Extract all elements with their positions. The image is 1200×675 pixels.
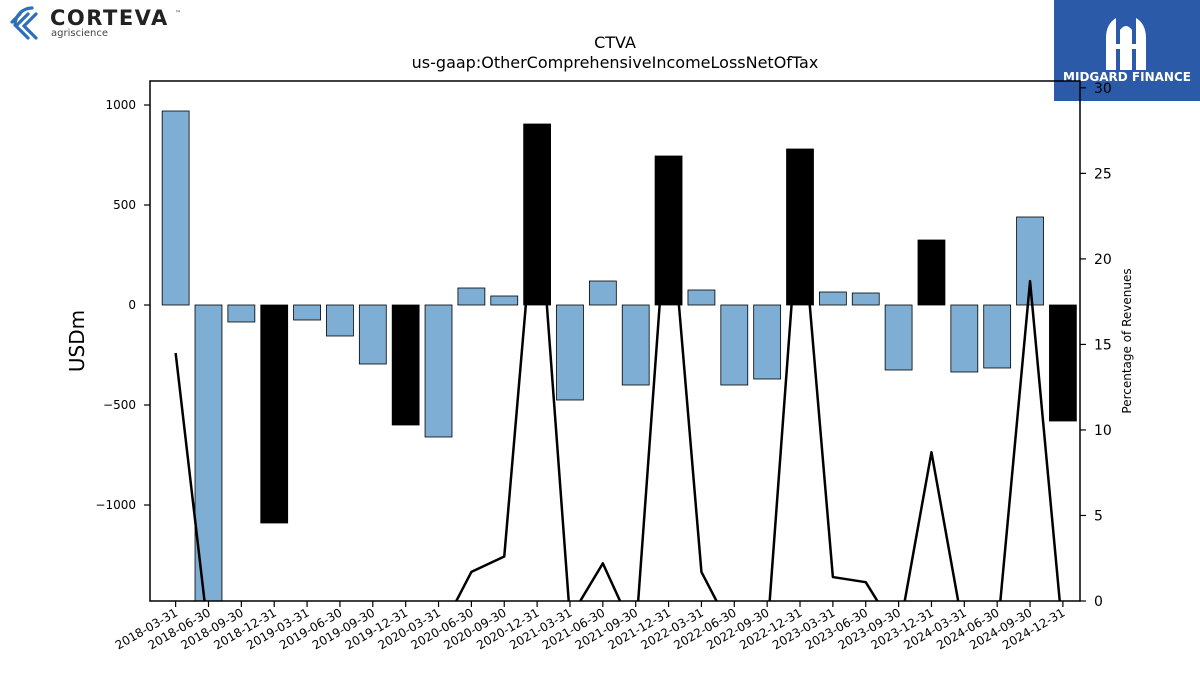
corteva-wordmark: CORTEVA	[50, 6, 169, 30]
y2-tick-label: 20	[1094, 252, 1112, 268]
bar-2021-09-30	[621, 304, 650, 386]
bar-2020-03-31	[424, 304, 453, 438]
midgard-finance-logo: MIDGARD FINANCE	[1054, 0, 1200, 101]
bar-2021-03-31	[556, 304, 584, 401]
bar-2019-06-30	[326, 304, 354, 337]
bar-2022-09-30	[753, 304, 782, 380]
y2-tick-label: 30	[1094, 81, 1112, 97]
bar-2023-12-31	[917, 239, 946, 306]
bar-2018-06-30	[194, 304, 223, 601]
plot-frame	[149, 80, 1081, 602]
y2-tick-label: 15	[1094, 337, 1112, 353]
bar-2018-03-31	[161, 110, 190, 306]
y2-axis-label: Percentage of Revenues	[1120, 268, 1134, 413]
bar-2022-12-31	[786, 148, 814, 306]
y-tick-label: 1000	[105, 98, 136, 112]
plot-area: 10005000−500−10000510152025302018-03-312…	[95, 80, 1112, 652]
bar-2019-03-31	[293, 304, 321, 321]
bar-2019-12-31	[391, 304, 420, 426]
y-tick-label: −1000	[95, 498, 136, 512]
midgard-wordmark: MIDGARD FINANCE	[1063, 70, 1191, 84]
y-tick-label: −500	[103, 398, 136, 412]
bar-2022-03-31	[687, 289, 716, 306]
bar-2022-06-30	[720, 304, 749, 386]
corteva-mark-icon	[10, 6, 38, 40]
midgard-mark-icon	[1106, 18, 1146, 70]
y2-tick-label: 10	[1094, 423, 1112, 439]
corteva-trademark: ™	[175, 10, 181, 17]
bar-2020-09-30	[490, 295, 519, 306]
y2-tick-label: 5	[1094, 508, 1103, 524]
bar-2020-06-30	[457, 287, 486, 306]
bar-2019-09-30	[358, 304, 387, 365]
chart-title: CTVA	[594, 33, 636, 52]
bar-2024-06-30	[983, 304, 1012, 369]
bar-2018-12-31	[260, 304, 289, 524]
midgard-logo-graphic: MIDGARD FINANCE	[1063, 18, 1191, 84]
y-tick-label: 500	[113, 198, 136, 212]
bar-2024-12-31	[1049, 304, 1077, 422]
corteva-logo: CORTEVA ™ agriscience	[6, 4, 206, 44]
line-series	[174, 172, 1061, 601]
bar-2024-03-31	[950, 304, 979, 373]
bar-2023-03-31	[819, 291, 847, 306]
bar-2023-09-30	[884, 304, 913, 371]
y-axis-label: USDm	[65, 310, 89, 372]
chart-subtitle: us-gaap:OtherComprehensiveIncomeLossNetO…	[412, 53, 819, 72]
corteva-subtitle: agriscience	[51, 28, 108, 39]
corteva-logo-graphic: CORTEVA ™ agriscience	[10, 6, 181, 40]
y2-tick-label: 0	[1094, 594, 1103, 610]
bar-2021-06-30	[588, 280, 617, 306]
y-tick-label: 0	[128, 298, 136, 312]
bar-2018-09-30	[227, 304, 256, 323]
y2-tick-label: 25	[1094, 166, 1112, 182]
bar-2023-06-30	[851, 292, 880, 306]
